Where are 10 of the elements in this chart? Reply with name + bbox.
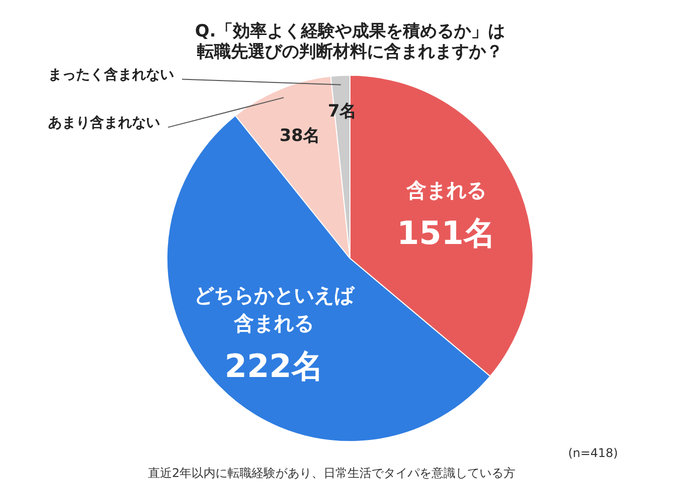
slice-label: あまり含まれない — [48, 114, 160, 131]
text: (n=418) — [568, 446, 618, 460]
slice-label: 含まれる — [405, 178, 486, 202]
slice-label: どちらかといえば含まれる — [194, 282, 356, 335]
data-label: 38名 — [279, 126, 320, 146]
data-label: 222名 — [224, 346, 324, 385]
chart-title: Q.「効率よく経験や成果を積めるか」は転職先選びの判断材料に含まれますか？ — [195, 22, 505, 62]
slice-label: まったく含まれない — [48, 66, 174, 83]
data-label: 151名 — [396, 214, 496, 252]
text: 直近2年以内に転職経験があり、日常生活でタイパを意識している方 — [148, 466, 516, 480]
